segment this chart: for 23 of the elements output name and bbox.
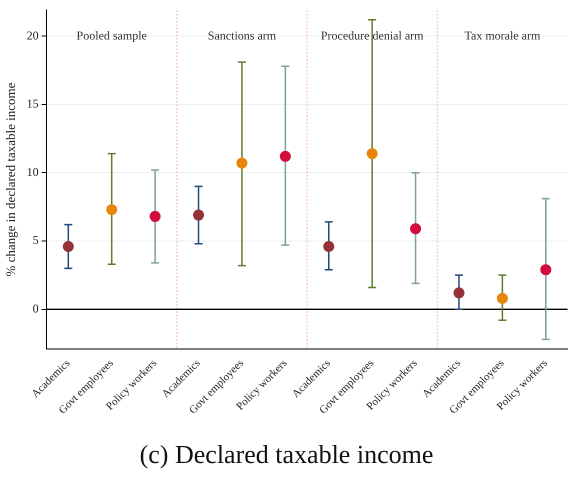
point	[193, 210, 204, 221]
point	[236, 158, 248, 169]
y-tick-label: 15	[26, 96, 39, 111]
point	[366, 148, 378, 160]
annotation: Procedure denial arm	[320, 28, 424, 42]
y-axis-title: % change in declared taxable income	[3, 82, 18, 276]
point	[496, 292, 508, 304]
point	[540, 264, 552, 276]
point	[62, 240, 74, 252]
point	[410, 223, 422, 234]
point	[106, 204, 118, 216]
point	[453, 287, 464, 298]
annotation: Sanctions arm	[208, 28, 277, 42]
point	[280, 150, 291, 162]
annotation: Pooled sample	[76, 28, 147, 42]
point	[323, 240, 334, 252]
point	[150, 210, 161, 222]
y-tick-label: 5	[32, 233, 39, 248]
y-tick-label: 0	[32, 301, 39, 316]
y-tick-label: 20	[26, 28, 39, 42]
y-tick-label: 10	[26, 164, 39, 179]
annotation: Tax morale arm	[464, 28, 541, 42]
text: (c) Declared taxable income	[138, 440, 434, 470]
